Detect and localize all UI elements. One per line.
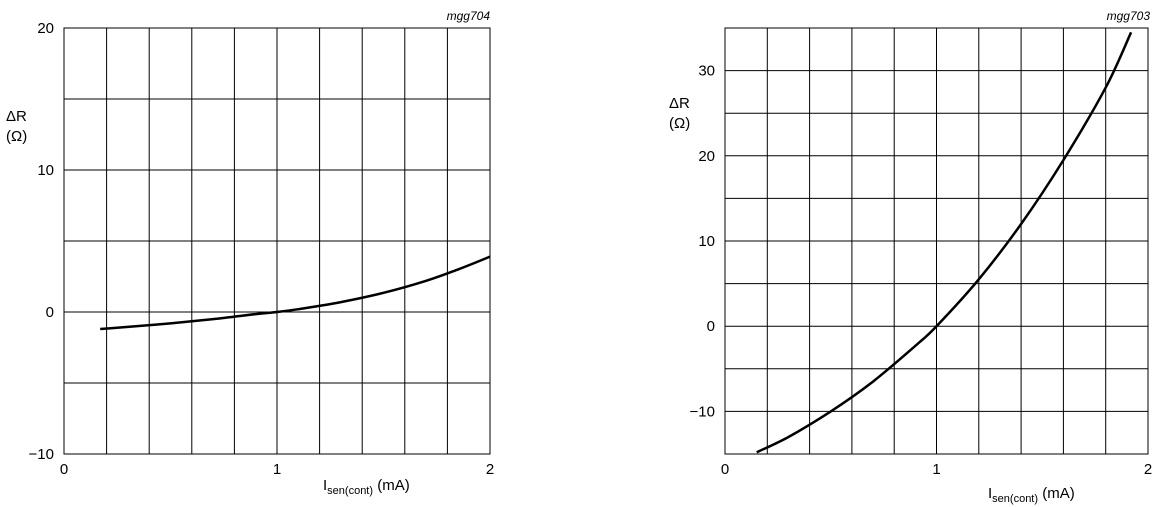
chart-left-series-line [100, 255, 491, 331]
chart-left-grid [64, 28, 490, 454]
chart-right: 0 1 2 −10 0 10 20 30 mgg703 ΔR (Ω) Isen(cont) (… [669, 9, 1152, 505]
chart-left-ytick-label: 20 [37, 20, 54, 37]
chart-right-xlabel-main: I [988, 485, 992, 502]
chart-right-ytick-label: 10 [698, 233, 715, 250]
chart-left-xlabel-subscript: sen(cont) [327, 485, 373, 497]
chart-left-ytick-label: 0 [46, 304, 54, 321]
chart-left-xlabel-unit: (mA) [373, 477, 410, 494]
chart-left-ytick-label: 10 [37, 162, 54, 179]
chart-right-xlabel-subscript: sen(cont) [992, 493, 1038, 505]
chart-right-figure-code: mgg703 [1107, 9, 1151, 23]
chart-left-xtick-label: 0 [60, 461, 68, 478]
chart-left-xtick-label: 2 [486, 461, 494, 478]
chart-left-ytick-label: −10 [29, 446, 54, 463]
chart-left-figure-code: mgg704 [447, 9, 491, 23]
chart-right-tick-labels: 0 1 2 −10 0 10 20 30 [690, 63, 1153, 478]
chart-left-ylabel-unit: (Ω) [6, 128, 27, 145]
chart-right-xlabel-unit: (mA) [1038, 485, 1075, 502]
chart-right-ylabel-unit: (Ω) [669, 115, 690, 132]
chart-left: 0 1 2 −10 0 10 20 mgg704 ΔR (Ω) Isen(cont) (mA… [6, 9, 494, 497]
chart-right-grid [725, 28, 1148, 454]
chart-left-ylabel-symbol: ΔR [6, 108, 27, 125]
chart-left-xtick-label: 1 [273, 461, 281, 478]
chart-right-series-line [756, 31, 1133, 454]
chart-right-frame [724, 27, 1149, 455]
chart-right-ylabel-symbol: ΔR [669, 95, 690, 112]
chart-left-xlabel: Isen(cont) (mA) [323, 477, 410, 497]
chart-right-ytick-label: 30 [698, 63, 715, 80]
chart-left-frame [63, 27, 491, 455]
chart-left-tick-labels: 0 1 2 −10 0 10 20 [29, 20, 495, 478]
chart-right-xtick-label: 2 [1144, 461, 1152, 478]
chart-right-xtick-label: 1 [932, 461, 940, 478]
chart-right-ytick-label: 20 [698, 148, 715, 165]
chart-right-xlabel: Isen(cont) (mA) [988, 485, 1075, 505]
chart-right-xtick-label: 0 [721, 461, 729, 478]
chart-right-ytick-label: −10 [690, 403, 715, 420]
chart-left-xlabel-main: I [323, 477, 327, 494]
chart-right-ytick-label: 0 [707, 318, 715, 335]
